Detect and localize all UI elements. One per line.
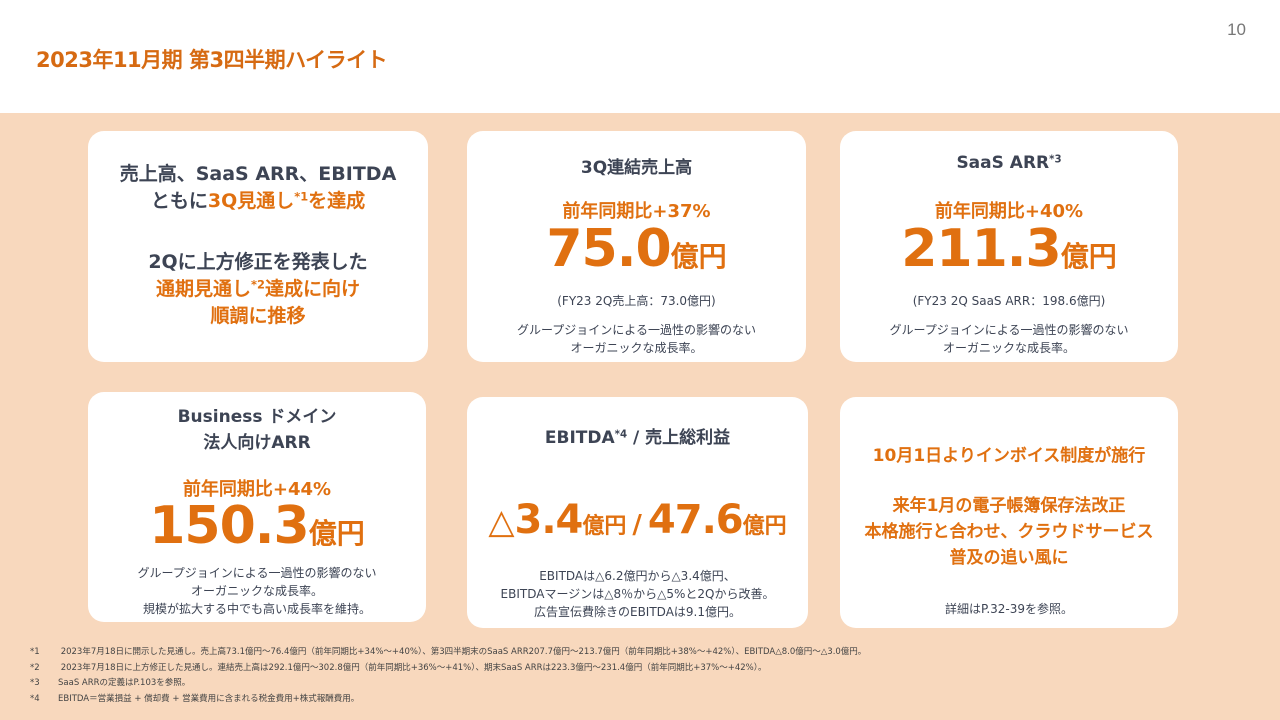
gross-profit-number: 47.6 [647,497,744,543]
revenue-value: 75.0億円 [467,219,806,279]
saas-arr-note-line-1: グループジョインによる一過性の影響のない [889,323,1129,337]
invoice-tailwind: 来年1月の電子帳簿保存法改正 本格施行と合わせ、クラウドサービス 普及の追い風に [840,493,1178,571]
ebitda-unit: 億円 [582,514,627,539]
saas-arr-comparison: (FY23 2Q SaaS ARR：198.6億円) [912,294,1106,308]
footnote-mark: *3 [30,678,40,688]
revenue-number: 75.0 [546,219,671,279]
page-number: 10 [1227,20,1246,39]
footnote-ref-2: *2 [251,277,265,292]
ebitda-note-line-3: 広告宣伝費除きのEBITDAは9.1億円。 [533,605,741,619]
footnote-4: *4 EBITDA＝営業損益 + 償却費 + 営業費用に含まれる税金費用+株式報酬… [30,692,866,708]
summary-line-4-highlight-2: 達成に向け [264,278,360,300]
business-arr-note-line-1: グループジョインによる一過性の影響のない [137,566,377,580]
revenue-note: グループジョインによる一過性の影響のない オーガニックな成長率。 [467,321,806,357]
footnote-mark: *2 [30,662,40,673]
business-arr-note-line-3: 規模が拡大する中でも高い成長率を維持。 [142,602,371,616]
summary-line-4: 通期見通し*2達成に向け [88,276,428,303]
gross-profit-unit: 億円 [742,514,787,539]
revenue-card: 3Q連結売上高 前年同期比+37% 75.0億円 (FY23 2Q売上高：73.… [467,131,806,362]
revenue-yoy: 前年同期比+37% [562,201,711,222]
footnote-text: 2023年7月18日に開示した見通し。売上高73.1億円〜76.4億円（前年同期… [58,647,867,657]
saas-arr-note: グループジョインによる一過性の影響のない オーガニックな成長率。 [840,321,1178,357]
business-arr-note-line-2: オーガニックな成長率。 [190,584,323,598]
business-arr-value: 150.3億円 [88,496,426,556]
footnote-mark: *4 [30,693,40,704]
revenue-note-line-2: オーガニックな成長率。 [570,341,703,355]
slide-header: 2023年11月期 第3四半期ハイライト 10 [0,0,1280,113]
ebitda-title-rest: / 売上総利益 [627,428,731,448]
summary-line-2-highlight: 3Q見通し [207,190,295,212]
invoice-headline: 10月1日よりインボイス制度が施行 [872,446,1146,466]
ebitda-title-text: EBITDA [544,428,615,448]
business-arr-card: Business ドメイン 法人向けARR 前年同期比+44% 150.3億円 … [88,392,426,622]
invoice-line-2: 来年1月の電子帳簿保存法改正 [892,496,1126,516]
revenue-comparison: (FY23 2Q売上高：73.0億円) [557,294,716,308]
revenue-title: 3Q連結売上高 [580,158,693,178]
footnote-3: *3 SaaS ARRの定義はP.103を参照。 [30,676,866,692]
business-arr-title-line-1: Business ドメイン [177,407,337,427]
invoice-detail-reference: 詳細はP.32-39を参照。 [944,602,1074,616]
saas-arr-card: SaaS ARR*3 前年同期比+40% 211.3億円 (FY23 2Q Sa… [840,131,1178,362]
footnotes: *1 2023年7月18日に開示した見通し。売上高73.1億円〜76.4億円（前… [30,645,866,707]
value-separator: / [632,510,642,540]
summary-line-1: 売上高、SaaS ARR、EBITDA [119,163,397,185]
ebitda-number: 3.4 [514,497,584,543]
saas-arr-value: 211.3億円 [840,219,1178,279]
saas-arr-number: 211.3 [901,219,1061,279]
summary-line-4-highlight: 通期見通し [156,278,252,300]
footnote-1: *1 2023年7月18日に開示した見通し。売上高73.1億円〜76.4億円（前… [30,645,866,661]
business-arr-unit: 億円 [308,517,365,550]
business-arr-title-line-2: 法人向けARR [203,433,311,453]
summary-line-3: 2Qに上方修正を発表した [148,251,368,273]
business-arr-number: 150.3 [149,496,309,556]
invoice-line-3: 本格施行と合わせ、クラウドサービス [864,522,1154,542]
business-arr-title: Business ドメイン 法人向けARR [88,404,426,456]
invoice-card: 10月1日よりインボイス制度が施行 来年1月の電子帳簿保存法改正 本格施行と合わ… [840,397,1178,628]
saas-arr-title: SaaS ARR*3 [840,153,1178,173]
footnote-mark: *1 [30,647,40,657]
business-arr-note: グループジョインによる一過性の影響のない オーガニックな成長率。 規模が拡大する… [88,564,426,618]
footnote-text: SaaS ARRの定義はP.103を参照。 [58,678,191,688]
saas-arr-note-line-2: オーガニックな成長率。 [942,341,1075,355]
ebitda-title: EBITDA*4 / 売上総利益 [467,423,808,448]
ebitda-card: EBITDA*4 / 売上総利益 △3.4億円/47.6億円 EBITDAは△6… [467,397,808,628]
footnote-text: EBITDA＝営業損益 + 償却費 + 営業費用に含まれる税金費用+株式報酬費用… [58,693,360,704]
summary-card: 売上高、SaaS ARR、EBITDA ともに3Q見通し*1を達成 2Qに上方修… [88,131,428,362]
negative-triangle-icon: △ [488,502,515,542]
summary-achievement: 売上高、SaaS ARR、EBITDA ともに3Q見通し*1を達成 [88,161,428,215]
saas-arr-title-text: SaaS ARR [956,153,1050,173]
footnote-ref-3: *3 [1049,154,1062,166]
page-title: 2023年11月期 第3四半期ハイライト [36,48,388,72]
revenue-unit: 億円 [670,240,727,273]
invoice-line-4: 普及の追い風に [949,548,1069,568]
summary-line-2-prefix: ともに [150,190,208,212]
summary-line-2-highlight-2: を達成 [308,190,366,212]
summary-line-5: 順調に推移 [210,305,306,327]
footnote-ref-1: *1 [294,189,309,204]
business-arr-yoy: 前年同期比+44% [182,479,332,500]
saas-arr-yoy: 前年同期比+40% [934,201,1084,222]
footnote-text: 2023年7月18日に上方修正した見通し。連結売上高は292.1億円〜302.8… [58,662,767,673]
summary-line-2: ともに3Q見通し*1を達成 [88,188,428,215]
revenue-note-line-1: グループジョインによる一過性の影響のない [517,323,756,337]
summary-outlook: 2Qに上方修正を発表した 通期見通し*2達成に向け 順調に推移 [88,249,428,330]
footnote-ref-4: *4 [614,429,628,441]
ebitda-note: EBITDAは△6.2億円から△3.4億円、 EBITDAマージンは△8％から△… [467,567,808,621]
ebitda-note-line-2: EBITDAマージンは△8％から△5%と2Qから改善。 [500,587,775,601]
footnote-2: *2 2023年7月18日に上方修正した見通し。連結売上高は292.1億円〜30… [30,661,866,677]
saas-arr-unit: 億円 [1060,240,1117,273]
ebitda-note-line-1: EBITDAは△6.2億円から△3.4億円、 [539,569,736,583]
ebitda-values: △3.4億円/47.6億円 [467,497,808,543]
